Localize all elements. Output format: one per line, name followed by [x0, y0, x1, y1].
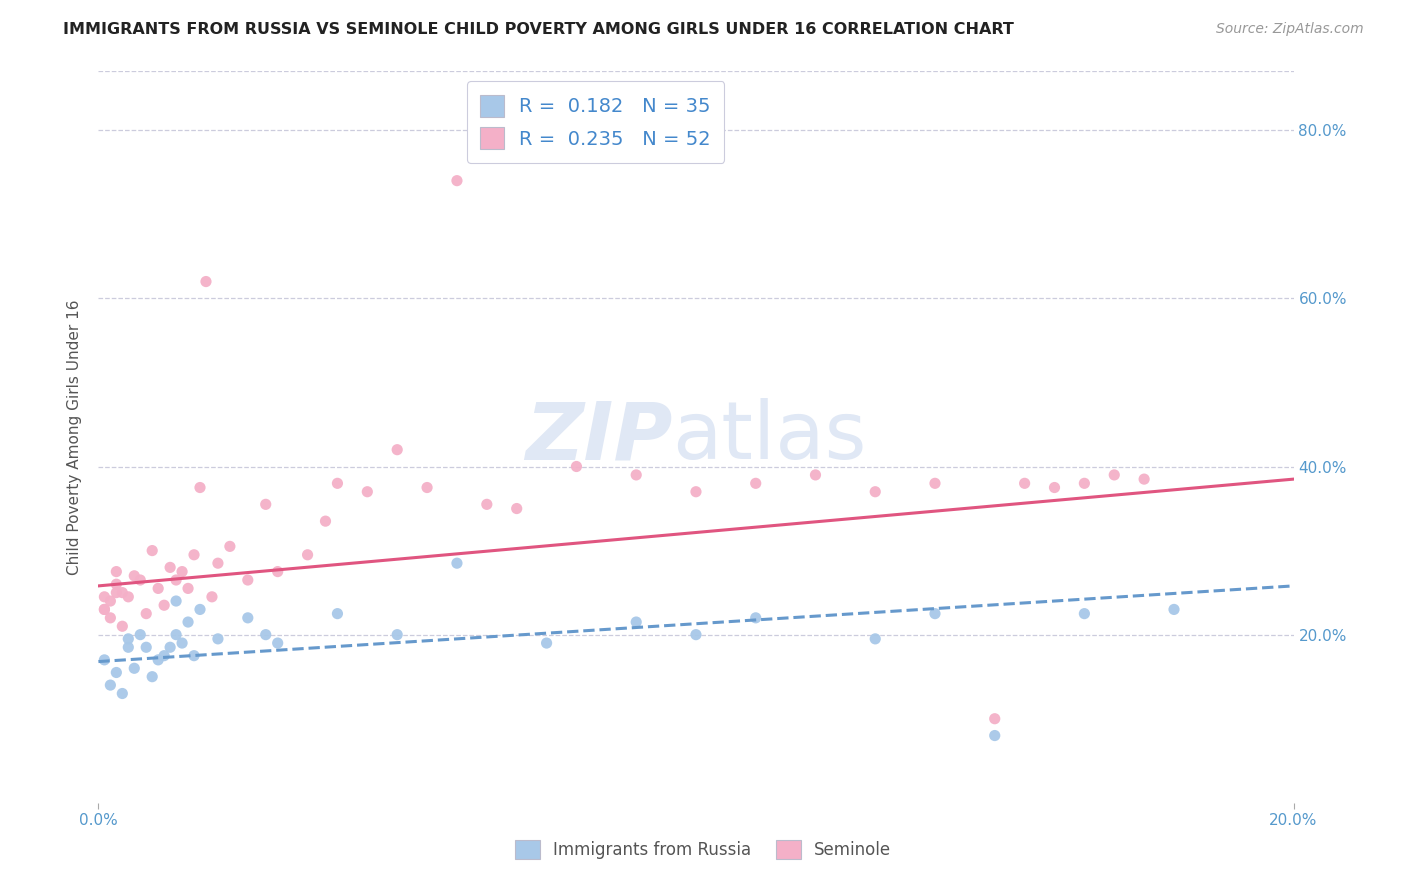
Point — [129, 573, 152, 587]
Point — [326, 607, 349, 621]
Point — [153, 599, 176, 613]
Point — [129, 627, 152, 641]
Point — [1043, 481, 1066, 495]
Point — [1104, 467, 1126, 482]
Point — [165, 594, 187, 608]
Point — [111, 619, 134, 633]
Point — [111, 585, 134, 599]
Point — [267, 565, 290, 579]
Point — [105, 665, 128, 680]
Point — [98, 678, 122, 692]
Point — [626, 467, 648, 482]
Point — [117, 590, 139, 604]
Point — [93, 590, 115, 604]
Point — [685, 484, 707, 499]
Point — [177, 582, 200, 596]
Point — [626, 615, 648, 629]
Point — [159, 560, 181, 574]
Legend: R =  0.182   N = 35, R =  0.235   N = 52: R = 0.182 N = 35, R = 0.235 N = 52 — [467, 81, 724, 163]
Legend: Immigrants from Russia, Seminole: Immigrants from Russia, Seminole — [508, 833, 898, 866]
Point — [984, 712, 1007, 726]
Point — [124, 569, 146, 583]
Point — [326, 476, 349, 491]
Point — [565, 459, 588, 474]
Point — [172, 565, 194, 579]
Point — [1133, 472, 1156, 486]
Point — [236, 573, 259, 587]
Point — [1163, 602, 1185, 616]
Point — [105, 565, 128, 579]
Point — [475, 497, 498, 511]
Point — [267, 636, 290, 650]
Point — [1073, 607, 1095, 621]
Point — [236, 611, 259, 625]
Point — [159, 640, 181, 655]
Point — [93, 653, 115, 667]
Point — [446, 556, 468, 570]
Point — [1073, 476, 1095, 491]
Text: ZIP: ZIP — [524, 398, 672, 476]
Point — [165, 573, 187, 587]
Point — [1014, 476, 1036, 491]
Point — [254, 497, 277, 511]
Point — [135, 640, 157, 655]
Point — [924, 607, 946, 621]
Point — [865, 484, 887, 499]
Point — [105, 585, 128, 599]
Point — [177, 615, 200, 629]
Point — [148, 582, 170, 596]
Point — [207, 556, 229, 570]
Point — [201, 590, 224, 604]
Point — [98, 594, 122, 608]
Point — [385, 627, 409, 641]
Point — [924, 476, 946, 491]
Point — [141, 543, 163, 558]
Point — [188, 602, 211, 616]
Point — [98, 611, 122, 625]
Point — [219, 540, 242, 554]
Point — [165, 627, 187, 641]
Point — [804, 467, 827, 482]
Point — [446, 174, 468, 188]
Point — [297, 548, 319, 562]
Point — [685, 627, 707, 641]
Point — [172, 636, 194, 650]
Point — [105, 577, 128, 591]
Point — [207, 632, 229, 646]
Point — [148, 653, 170, 667]
Point — [984, 729, 1007, 743]
Point — [183, 648, 205, 663]
Point — [93, 602, 115, 616]
Point — [356, 484, 378, 499]
Point — [141, 670, 163, 684]
Point — [93, 602, 115, 616]
Point — [135, 607, 157, 621]
Text: Source: ZipAtlas.com: Source: ZipAtlas.com — [1216, 22, 1364, 37]
Point — [195, 275, 218, 289]
Text: atlas: atlas — [672, 398, 866, 476]
Point — [188, 481, 211, 495]
Point — [153, 648, 176, 663]
Point — [416, 481, 439, 495]
Point — [536, 636, 558, 650]
Text: IMMIGRANTS FROM RUSSIA VS SEMINOLE CHILD POVERTY AMONG GIRLS UNDER 16 CORRELATIO: IMMIGRANTS FROM RUSSIA VS SEMINOLE CHILD… — [63, 22, 1014, 37]
Point — [117, 632, 139, 646]
Point — [385, 442, 409, 457]
Point — [315, 514, 337, 528]
Point — [745, 611, 768, 625]
Point — [117, 640, 139, 655]
Point — [111, 686, 134, 700]
Point — [183, 548, 205, 562]
Point — [254, 627, 277, 641]
Point — [745, 476, 768, 491]
Point — [124, 661, 146, 675]
Y-axis label: Child Poverty Among Girls Under 16: Child Poverty Among Girls Under 16 — [67, 300, 83, 574]
Point — [506, 501, 529, 516]
Point — [865, 632, 887, 646]
